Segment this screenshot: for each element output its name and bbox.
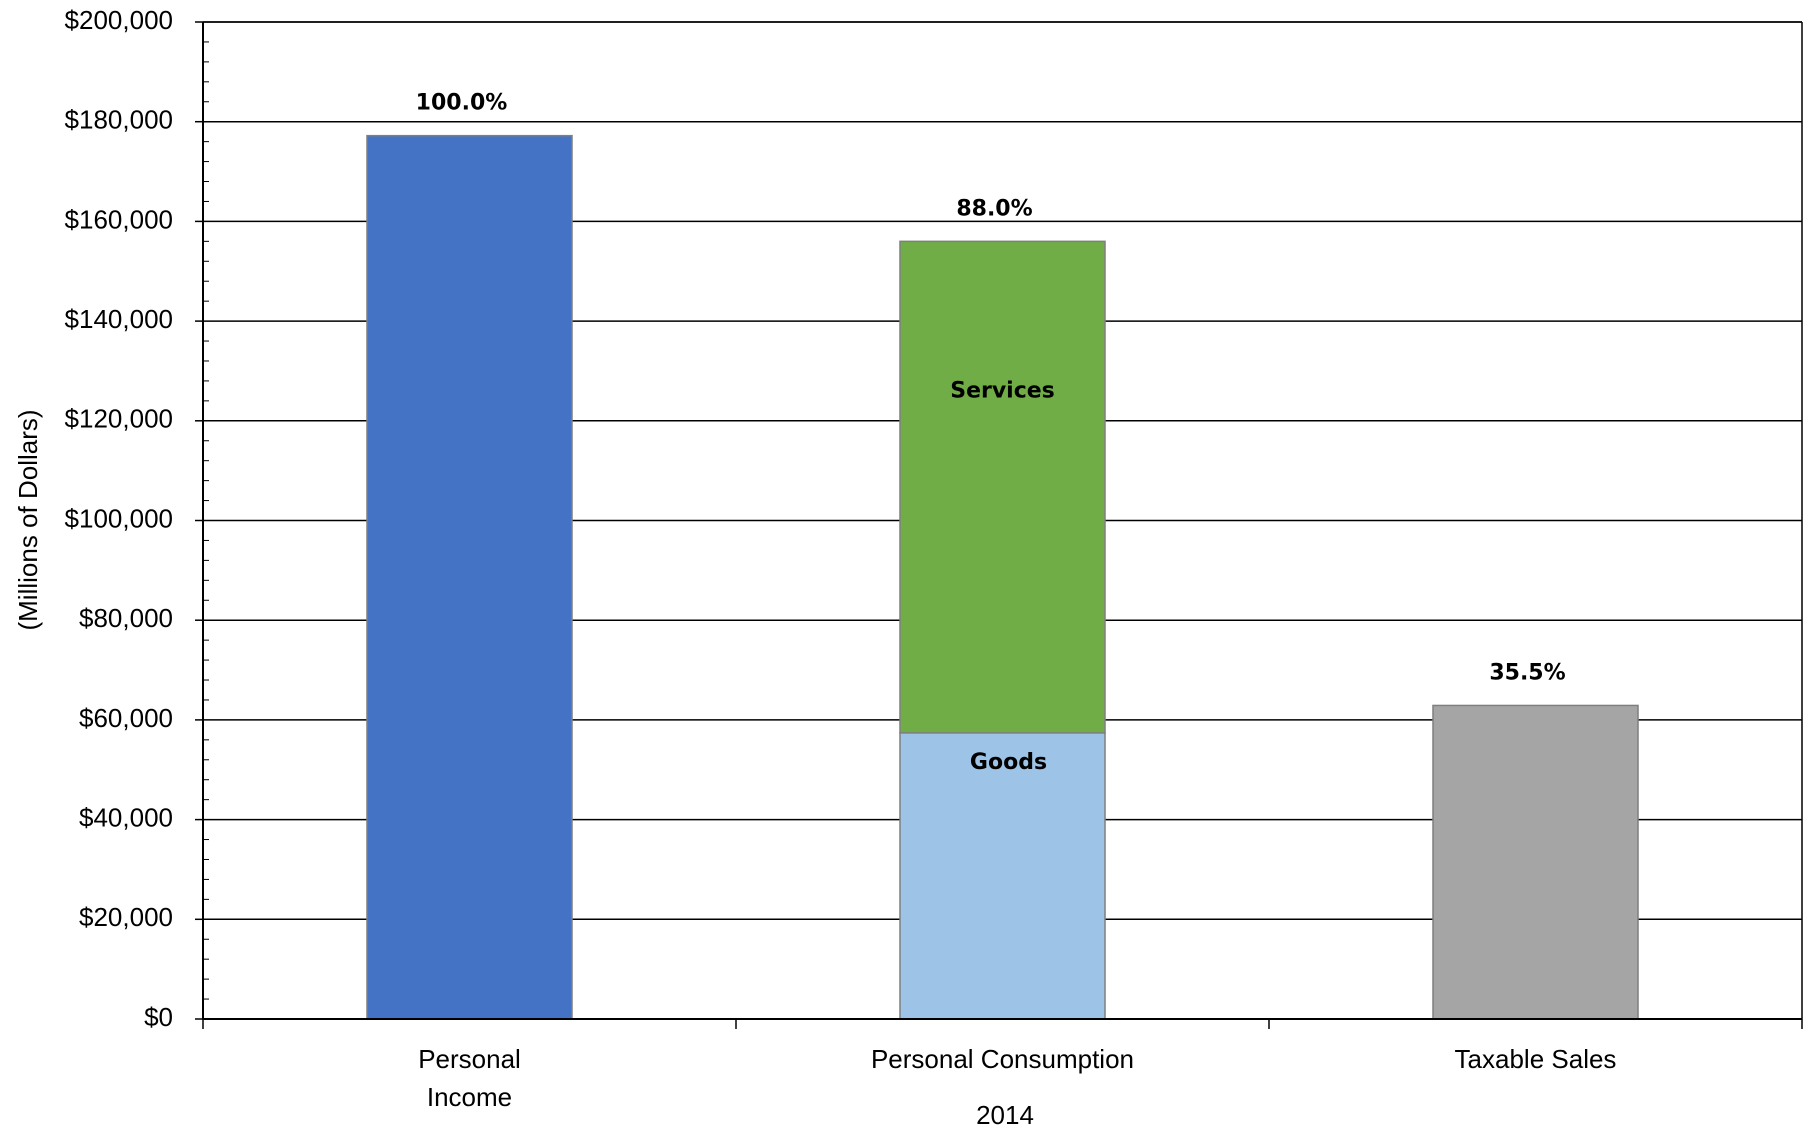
axes [195, 21, 1803, 1029]
segment-label: Services [950, 378, 1055, 403]
data-label: 100.0% [416, 91, 508, 116]
x-category-label: Income [427, 1082, 512, 1112]
x-axis-title: 2014 [976, 1100, 1034, 1130]
y-tick-label: $80,000 [79, 603, 173, 633]
bar-segment [899, 732, 1106, 1020]
bar-segment [899, 240, 1106, 734]
x-category-label: Personal [418, 1044, 521, 1074]
y-tick-label: $200,000 [65, 5, 173, 35]
x-category-label: Personal Consumption [871, 1044, 1134, 1074]
y-tick-label: $60,000 [79, 703, 173, 733]
bars [366, 134, 1639, 1020]
bar-segment [1432, 704, 1639, 1020]
y-tick-label: $100,000 [65, 503, 173, 533]
data-label: 88.0% [956, 196, 1032, 221]
y-tick-label: $180,000 [65, 105, 173, 135]
y-axis-title: (Millions of Dollars) [13, 409, 43, 630]
y-tick-label: $160,000 [65, 204, 173, 234]
labels: $0 $20,000 $40,000 $60,000 $80,000 $100,000 $1… [65, 5, 1617, 1112]
y-tick-label: $20,000 [79, 902, 173, 932]
segment-label: Goods [970, 750, 1047, 775]
y-tick-label: $140,000 [65, 304, 173, 334]
y-tick-label: $0 [144, 1002, 173, 1032]
data-label: 35.5% [1489, 660, 1565, 685]
y-tick-label: $120,000 [65, 404, 173, 434]
y-tick-label: $40,000 [79, 802, 173, 832]
x-category-label: Taxable Sales [1455, 1044, 1617, 1074]
bar-segment [366, 134, 573, 1020]
